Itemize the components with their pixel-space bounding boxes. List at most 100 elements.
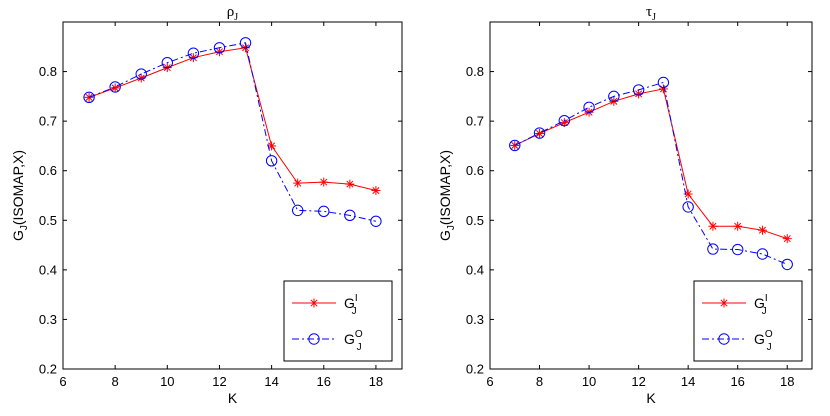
chart-title: τJ [646, 4, 656, 23]
x-tick-label: 10 [582, 374, 596, 389]
data-point [291, 204, 304, 217]
marker-shape [213, 42, 226, 54]
marker-shape [187, 47, 200, 59]
legend-label-main: G [344, 331, 355, 347]
marker-stroke [294, 179, 302, 187]
marker-stroke [720, 299, 728, 307]
chart-tau: 6 8 10 12 14 16 180.20.30.40.50.60.70.8τJKGJ(I… [437, 4, 813, 406]
marker-stroke [372, 187, 380, 195]
y-label-rest: (ISOMAP,X) [437, 150, 453, 225]
marker-stroke [346, 180, 354, 188]
legend-marker [308, 333, 320, 345]
data-point [682, 201, 694, 213]
data-point [533, 127, 546, 139]
x-axis-label: K [228, 390, 238, 406]
x-tick-label: 16 [730, 374, 744, 389]
x-tick-label: 10 [160, 374, 174, 389]
marker-stroke [85, 93, 93, 101]
marker-shape [781, 258, 793, 271]
y-tick-label: 0.2 [466, 362, 484, 377]
marker-shape [239, 37, 252, 49]
y-label-subscript: J [446, 225, 457, 230]
marker-shape [632, 84, 645, 96]
marker-stroke [783, 235, 791, 243]
marker-shape [558, 114, 571, 127]
y-axis-label: GJ(ISOMAP,X) [10, 150, 30, 241]
data-point [510, 140, 520, 150]
data-point [782, 234, 792, 244]
marker-stroke [511, 141, 519, 149]
y-tick-label: 0.7 [466, 114, 484, 129]
marker-stroke [758, 226, 766, 234]
y-tick-label: 0.8 [39, 64, 57, 79]
x-tick-label: 18 [369, 374, 383, 389]
data-point [187, 47, 200, 59]
marker-shape [291, 204, 304, 217]
data-point [608, 90, 620, 103]
data-point [370, 215, 382, 227]
data-point [293, 178, 303, 188]
data-point [731, 243, 744, 256]
legend-label-main: G [754, 331, 765, 347]
y-tick-label: 0.7 [39, 114, 57, 129]
x-tick-label: 16 [317, 374, 331, 389]
marker-shape [344, 209, 356, 222]
marker-stroke [320, 178, 328, 186]
marker-stroke [189, 54, 197, 62]
x-tick-label: 8 [112, 374, 119, 389]
marker-shape [370, 215, 382, 227]
marker-stroke [536, 130, 544, 138]
chart-rho: 6 8 10 12 14 16 180.20.30.40.50.60.70.8ρJKGJ(I… [10, 4, 403, 406]
y-tick-label: 0.2 [39, 362, 57, 377]
x-tick-label: 18 [780, 374, 794, 389]
marker-shape [265, 155, 278, 167]
marker-shape [583, 101, 595, 113]
x-tick-label: 6 [486, 374, 493, 389]
data-point [109, 81, 121, 93]
legend-marker [718, 333, 730, 345]
marker-shape [509, 139, 521, 152]
y-tick-label: 0.3 [466, 312, 484, 327]
y-tick-label: 0.3 [39, 312, 57, 327]
y-label-rest: (ISOMAP,X) [10, 150, 26, 225]
x-axis-label: K [646, 390, 656, 406]
legend-label-superscript: I [765, 293, 768, 304]
data-point [756, 248, 769, 260]
data-point [781, 258, 793, 271]
x-tick-label: 12 [631, 374, 645, 389]
legend-entry-0: GI J [344, 293, 358, 317]
data-point [318, 205, 330, 218]
marker-shape [318, 205, 330, 218]
x-tick-label: 12 [212, 374, 226, 389]
legend-marker [719, 298, 729, 308]
legend-label-superscript: O [355, 329, 363, 340]
legend-label-subscript: J [767, 342, 772, 353]
data-point [733, 221, 743, 231]
data-point [213, 42, 226, 54]
y-label-main: G [10, 230, 26, 241]
data-point [371, 186, 381, 196]
legend: GI JGO J [693, 280, 803, 362]
y-tick-label: 0.4 [466, 262, 484, 277]
data-point [707, 243, 719, 255]
legend-entry-1: GO J [344, 329, 363, 353]
y-axis-label: GJ(ISOMAP,X) [437, 150, 457, 241]
marker-stroke [709, 222, 717, 230]
marker-shape [756, 248, 769, 260]
y-tick-label: 0.5 [39, 213, 57, 228]
data-point [345, 179, 355, 189]
marker-shape [731, 243, 744, 256]
marker-shape [308, 333, 320, 345]
legend-label-subscript: J [762, 306, 767, 317]
data-point [239, 37, 252, 49]
legend-label-main: G [754, 295, 765, 311]
x-tick-label: 8 [536, 374, 543, 389]
marker-shape [109, 81, 121, 93]
data-point [161, 56, 174, 69]
title-subscript: J [234, 12, 238, 23]
data-point [509, 139, 521, 152]
data-point [136, 73, 146, 83]
legend: GI J GO J [283, 280, 393, 362]
marker-shape [83, 91, 95, 104]
